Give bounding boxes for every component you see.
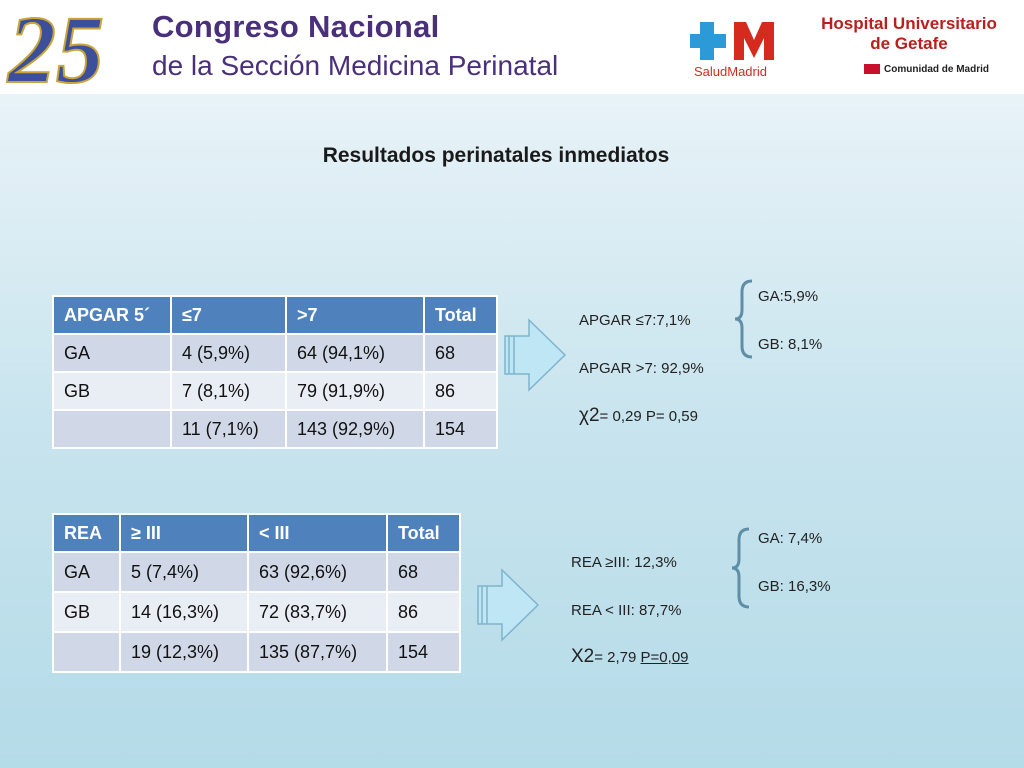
brace-icon — [734, 279, 753, 359]
table-row: 19 (12,3%) 135 (87,7%) 154 — [52, 631, 461, 673]
page-title: Resultados perinatales inmediatos — [322, 144, 670, 167]
chi-symbol: X2 — [571, 646, 595, 667]
table-cell: 63 (92,6%) — [247, 551, 388, 593]
col-header: ≤7 — [170, 295, 287, 335]
apgar-chi-square: χ2= 0,29 P= 0,59 — [579, 405, 698, 427]
apgar-gb-percent: GB: 8,1% — [758, 336, 823, 353]
hospital-line-1: Hospital Universitario — [821, 14, 997, 33]
table-cell: GA — [52, 333, 172, 373]
table-row: GB 7 (8,1%) 79 (91,9%) 86 — [52, 371, 498, 411]
comunidad-label: Comunidad de Madrid — [884, 64, 989, 75]
comunidad-madrid-logo: Comunidad de Madrid — [864, 64, 989, 75]
col-header: APGAR 5´ — [52, 295, 172, 335]
table-cell: GA — [52, 551, 121, 593]
table-cell: 72 (83,7%) — [247, 591, 388, 633]
header-banner: 25 Congreso Nacional de la Sección Medic… — [0, 0, 1024, 94]
table-cell: GB — [52, 371, 172, 411]
table-cell: 68 — [386, 551, 461, 593]
table-cell: 68 — [423, 333, 498, 373]
congress-line-2: de la Sección Medicina Perinatal — [152, 50, 559, 81]
table-cell: 14 (16,3%) — [119, 591, 249, 633]
table-cell: 135 (87,7%) — [247, 631, 388, 673]
table-cell — [52, 631, 121, 673]
apgar-low-percent: APGAR ≤7:7,1% — [579, 312, 691, 329]
table-row: GB 14 (16,3%) 72 (83,7%) 86 — [52, 591, 461, 633]
rea-chi-square: X2= 2,79 P=0,09 — [571, 646, 689, 668]
table-cell — [52, 409, 172, 449]
col-header: ≥ III — [119, 513, 249, 553]
col-header: >7 — [285, 295, 425, 335]
table-cell: 86 — [386, 591, 461, 633]
hospital-line-2: de Getafe — [870, 34, 948, 53]
right-arrow-icon — [477, 568, 540, 642]
col-header: Total — [423, 295, 498, 335]
table-cell: 19 (12,3%) — [119, 631, 249, 673]
p-value: P=0,09 — [640, 649, 689, 666]
col-header: < III — [247, 513, 388, 553]
chi-values: = 2,79 — [594, 649, 641, 666]
chi-values: = 0,29 P= 0,59 — [599, 408, 698, 425]
col-header: REA — [52, 513, 121, 553]
congress-25-logo: 25 — [6, 4, 105, 90]
rea-ga-percent: GA: 7,4% — [758, 530, 823, 547]
table-cell: 86 — [423, 371, 498, 411]
right-arrow-icon — [504, 318, 567, 392]
hospital-name: Hospital Universitario de Getafe — [806, 14, 1012, 54]
table-row: GA 4 (5,9%) 64 (94,1%) 68 — [52, 333, 498, 373]
col-header: Total — [386, 513, 461, 553]
salud-madrid-logo: SaludMadrid — [690, 22, 774, 79]
table-row: GA 5 (7,4%) 63 (92,6%) 68 — [52, 551, 461, 593]
rea-table: REA ≥ III < III Total GA 5 (7,4%) 63 (92… — [52, 513, 461, 673]
congress-title: Congreso Nacional de la Sección Medicina… — [152, 8, 622, 86]
table-cell: 154 — [423, 409, 498, 449]
table-cell: 79 (91,9%) — [285, 371, 425, 411]
table-cell: 11 (7,1%) — [170, 409, 287, 449]
table-cell: 64 (94,1%) — [285, 333, 425, 373]
table-cell: 143 (92,9%) — [285, 409, 425, 449]
rea-low-percent: REA < III: 87,7% — [571, 602, 682, 619]
table-cell: 154 — [386, 631, 461, 673]
table-cell: GB — [52, 591, 121, 633]
congress-line-1: Congreso Nacional — [152, 9, 440, 44]
table-row: 11 (7,1%) 143 (92,9%) 154 — [52, 409, 498, 449]
table-header-row: APGAR 5´ ≤7 >7 Total — [52, 295, 498, 335]
svg-text:SaludMadrid: SaludMadrid — [694, 64, 767, 79]
apgar-high-percent: APGAR >7: 92,9% — [579, 360, 704, 377]
apgar-table: APGAR 5´ ≤7 >7 Total GA 4 (5,9%) 64 (94,… — [52, 295, 498, 449]
brace-icon — [731, 527, 750, 609]
rea-gb-percent: GB: 16,3% — [758, 578, 831, 595]
madrid-flag-icon — [864, 64, 880, 75]
table-cell: 5 (7,4%) — [119, 551, 249, 593]
rea-high-percent: REA ≥III: 12,3% — [571, 554, 677, 571]
chi-symbol: χ2 — [579, 405, 600, 426]
svg-text:25: 25 — [6, 4, 104, 90]
table-header-row: REA ≥ III < III Total — [52, 513, 461, 553]
apgar-ga-percent: GA:5,9% — [758, 288, 819, 305]
table-cell: 4 (5,9%) — [170, 333, 287, 373]
table-cell: 7 (8,1%) — [170, 371, 287, 411]
